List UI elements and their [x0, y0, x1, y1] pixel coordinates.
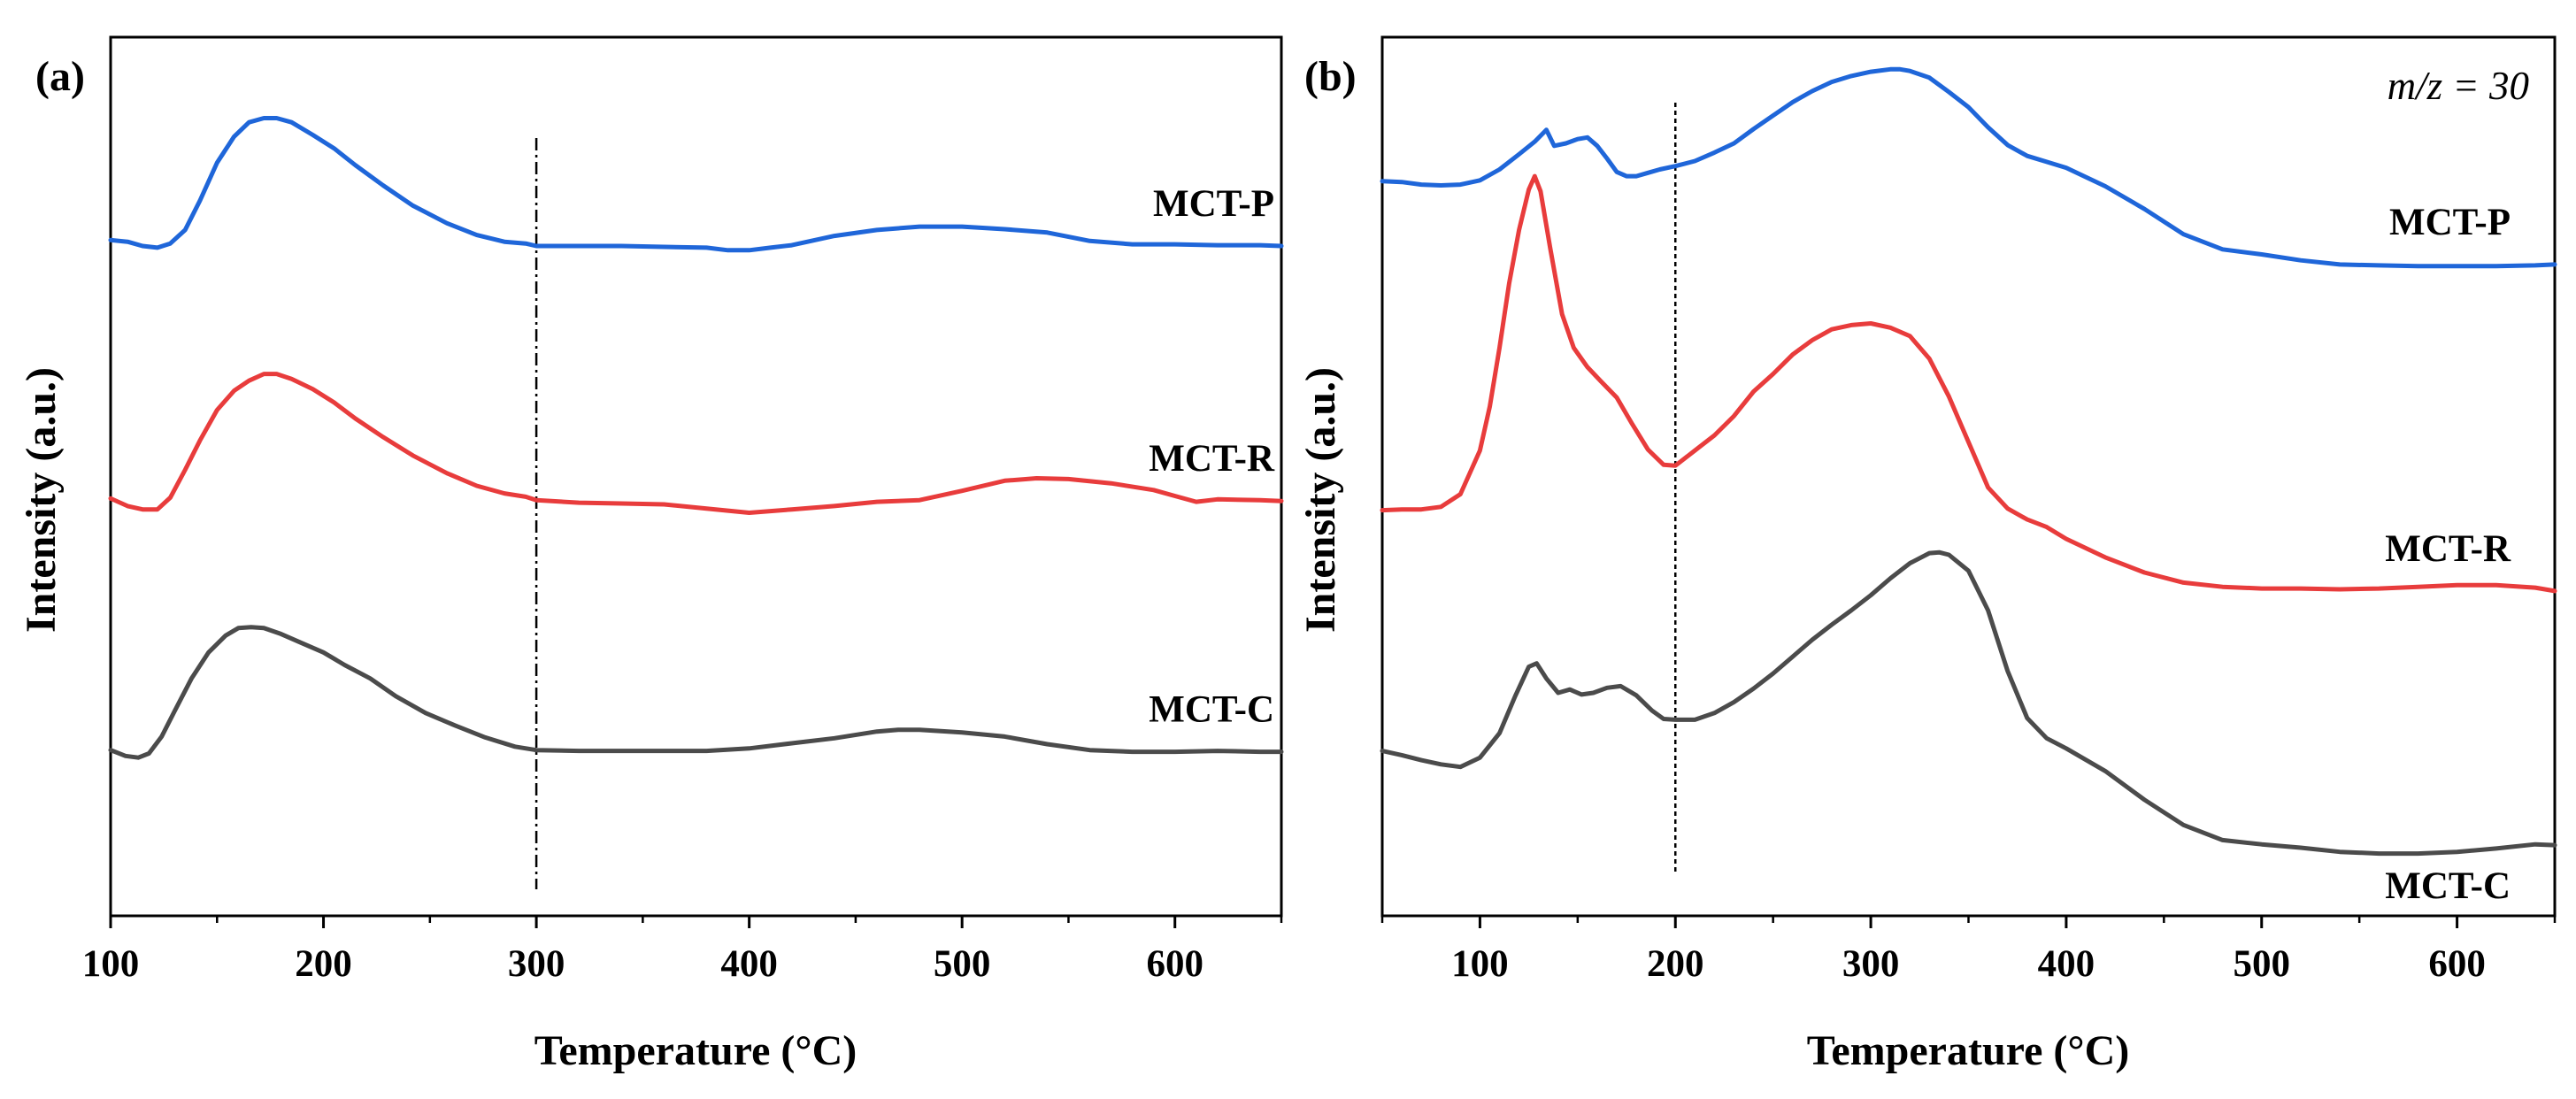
panel-b-series-mct-c-line — [1380, 550, 2557, 857]
panel-a-x-axis-title: Temperature (°C) — [534, 1027, 857, 1074]
panel-b-x-axis-title: Temperature (°C) — [1807, 1027, 2129, 1074]
panel-a-x-tick-label-200: 200 — [295, 943, 352, 985]
panel-b-y-axis-title: Intensity (a.u.) — [1297, 367, 1344, 633]
panel-a: 100 200 300 400 500 600 MCT-P MCT-R MCT-C (a) Te… — [18, 35, 1284, 1074]
panel-a-label: (a) — [35, 53, 85, 100]
panel-a-frame — [109, 35, 1283, 918]
panel-a-x-tick-label-100: 100 — [82, 943, 140, 985]
panel-a-series-label-mct-r: MCT-R — [1149, 438, 1275, 480]
panel-b-x-tick-label-100: 100 — [1451, 943, 1509, 985]
panel-b-x-tick-label-200: 200 — [1647, 943, 1704, 985]
panel-b-series-label-mct-c: MCT-C — [2385, 865, 2511, 907]
panel-b-x-tick-label-500: 500 — [2234, 943, 2291, 985]
panel-a-series-mct-r-line — [108, 372, 1284, 515]
panel-a-x-tick-label-500: 500 — [934, 943, 991, 985]
panel-b-series-mct-p-line — [1380, 66, 2557, 269]
panel-a-x-tick-label-300: 300 — [508, 943, 565, 985]
panel-b-series-label-mct-r: MCT-R — [2385, 528, 2511, 570]
panel-b-x-tick-label-300: 300 — [1842, 943, 1900, 985]
panel-b: 100 200 300 400 500 600 MCT-P MCT-R MCT-C (b) Te… — [1297, 35, 2557, 1074]
panel-b-x-tick-label-600: 600 — [2428, 943, 2486, 985]
panel-b-mz-annotation: m/z = 30 — [2388, 64, 2529, 108]
panel-b-plot-area: 100 200 300 400 500 600 MCT-P MCT-R MCT-C — [1380, 35, 2557, 985]
panel-a-series-mct-c-line — [108, 625, 1284, 760]
panel-a-x-tick-label-600: 600 — [1146, 943, 1203, 985]
panel-b-series-mct-r-line — [1380, 173, 2557, 594]
panel-a-y-axis-title: Intensity (a.u.) — [18, 367, 65, 633]
panel-b-x-tick-label-400: 400 — [2038, 943, 2095, 985]
panel-a-x-tick-label-400: 400 — [720, 943, 778, 985]
panel-a-plot-area: 100 200 300 400 500 600 MCT-P MCT-R MCT-C — [82, 35, 1284, 985]
panel-a-series-label-mct-p: MCT-P — [1153, 183, 1274, 225]
panel-a-series-label-mct-c: MCT-C — [1149, 689, 1274, 731]
panel-a-series-mct-p-line — [108, 116, 1284, 253]
panel-b-label: (b) — [1304, 53, 1357, 100]
panel-b-series-label-mct-p: MCT-P — [2389, 202, 2511, 243]
